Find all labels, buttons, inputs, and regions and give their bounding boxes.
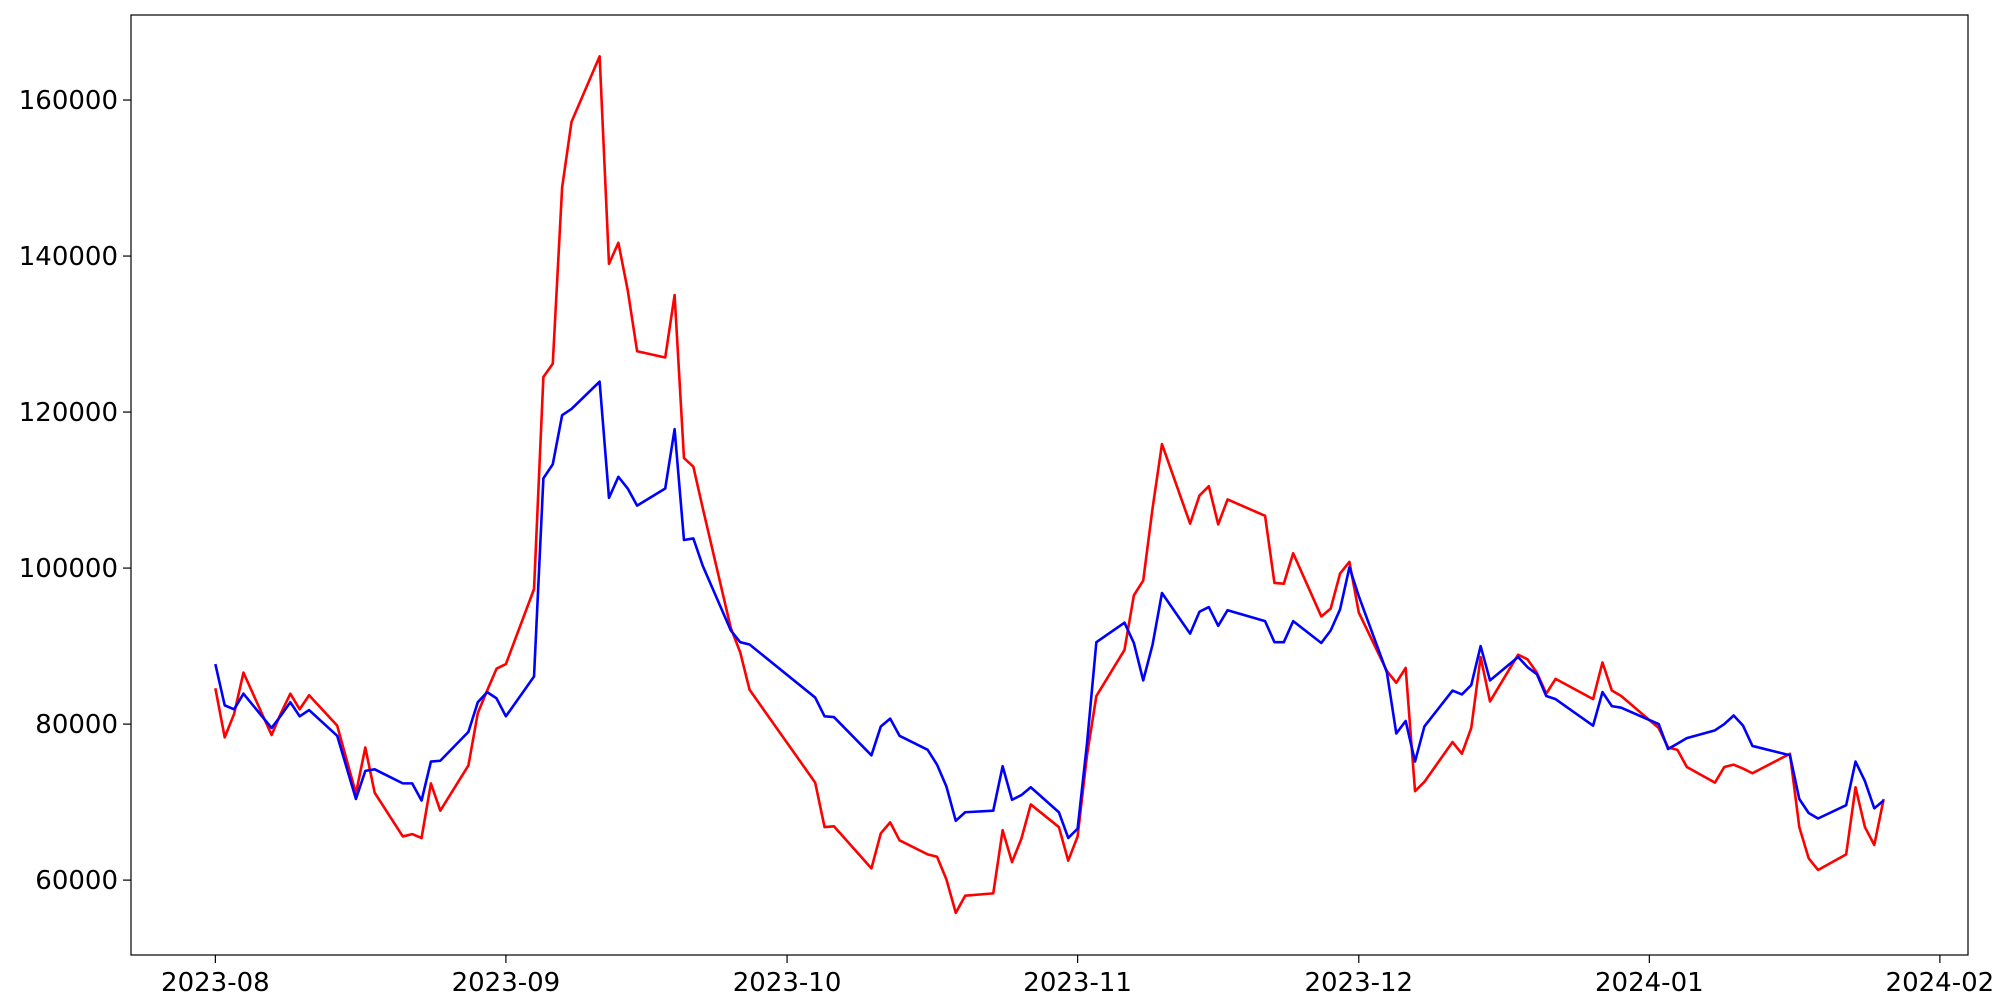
y-tick-label: 100000 [19,554,118,584]
x-tick-label: 2023-11 [1023,968,1132,998]
y-tick-label: 160000 [19,86,118,116]
x-tick-label: 2023-12 [1304,968,1413,998]
x-tick-label: 2023-10 [733,968,842,998]
x-tick-label: 2024-01 [1595,968,1704,998]
plot-frame [130,14,1969,956]
y-tick-label: 60000 [35,866,118,896]
x-tick-label: 2023-08 [161,968,270,998]
y-tick-label: 140000 [19,242,118,272]
y-tick-label: 80000 [35,710,118,740]
line-series [214,380,1885,840]
x-tick-label: 2024-02 [1886,968,1995,998]
y-tick-label: 120000 [19,398,118,428]
line-series [214,55,1885,915]
x-tick-label: 2023-09 [452,968,561,998]
